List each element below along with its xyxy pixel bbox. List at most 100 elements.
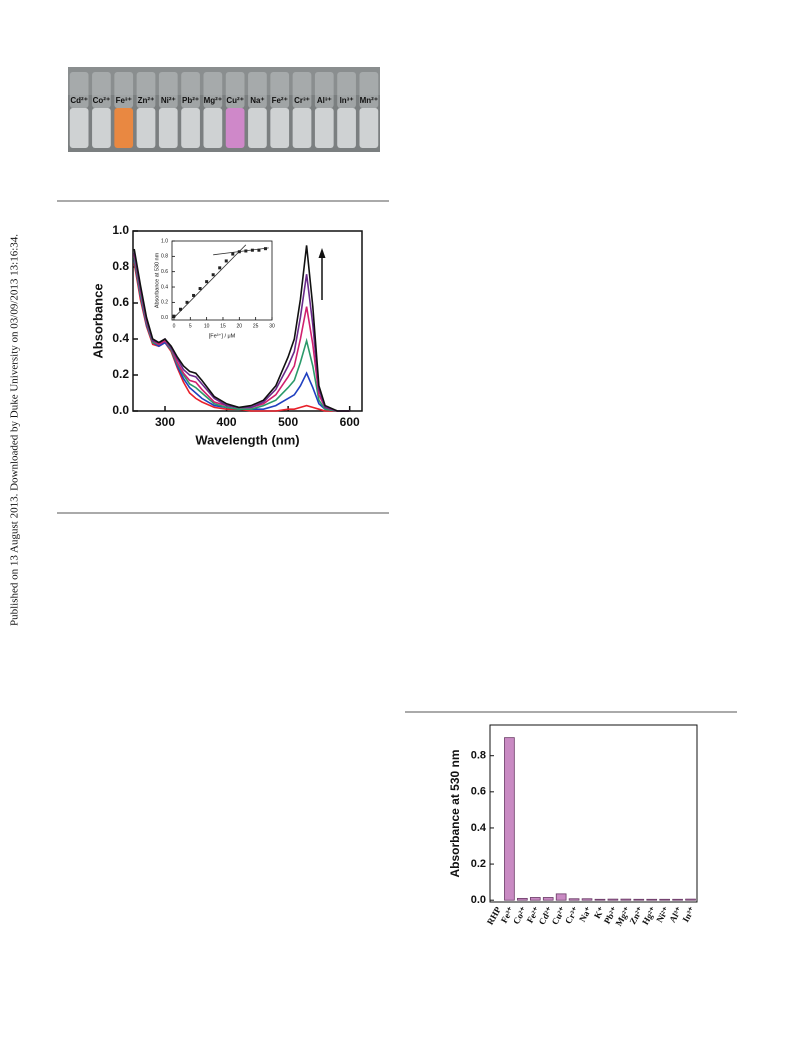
y-tick-label: 0.0 [161,315,168,321]
point [172,314,176,318]
vial [69,108,89,148]
bar [659,898,670,901]
vial [181,108,200,148]
vial-label: Fe²⁺ [272,96,288,105]
vial-glass [92,72,111,108]
inset-bg [172,241,272,320]
x-tick-label: 600 [340,415,360,429]
y-tick-label: 0.8 [161,254,168,260]
vial [114,108,134,148]
y-tick-label: 1.0 [161,238,168,244]
bar [646,898,658,901]
bar [555,893,567,901]
point [205,280,209,284]
vial [92,108,111,148]
x-tick-label: 5 [189,324,192,330]
plot-frame [171,240,273,321]
bar [672,898,683,901]
x-tick-label: 20 [237,324,243,330]
vial-glass [114,72,134,108]
x-tick-label: 30 [269,324,275,330]
vial [203,108,223,148]
vial [337,108,356,148]
point [218,266,222,270]
vial-label: Fe³⁺ [116,96,132,105]
y-tick-label: 0.4 [471,822,487,834]
vial [292,108,312,148]
vial-label: Co²⁺ [93,96,111,105]
vial [248,108,267,148]
vial-glass [203,72,223,108]
bar [581,898,593,901]
vial [270,108,290,148]
bar [594,898,606,901]
side-note: Published on 13 August 2013. Downloaded … [9,234,21,626]
arrow-head [318,248,326,258]
x-tick-label: 500 [278,415,298,429]
y-axis-label: Absorbance [90,283,105,358]
x-tick-label: 300 [155,415,175,429]
x-tick-label: 400 [217,415,237,429]
y-tick-label: 0.6 [112,295,129,309]
vial [136,108,156,148]
vial-label: Cr³⁺ [294,96,310,105]
vial-label: Pb²⁺ [182,96,199,105]
bar [517,897,528,901]
vial-glass [270,72,290,108]
point [263,247,267,251]
point [185,300,189,304]
bar [529,897,541,901]
point [237,250,241,254]
point [257,248,261,252]
x-tick-label: 0 [173,324,176,330]
vial-label: Mg²⁺ [204,96,222,105]
bar [620,898,632,901]
vial-glass [225,72,245,108]
vial-label: Zn²⁺ [138,96,155,105]
vial-label: Cd²⁺ [70,96,88,105]
x-axis-label: [Fe³⁺] / μM [209,333,236,340]
y-tick-label: 0.0 [471,894,486,906]
plot-frame [489,724,698,903]
vial-glass [292,72,312,108]
vial-glass [314,72,334,108]
y-tick-label: 0.8 [112,259,129,273]
vial-label: In³⁺ [340,96,354,105]
vial-label: Al³⁺ [317,96,332,105]
point [250,248,254,252]
x-tick-label: 10 [204,324,210,330]
y-tick-label: 0.6 [161,269,168,275]
point [192,293,196,297]
x-tick-label: 25 [253,324,259,330]
vial-glass [181,72,200,108]
point [198,287,202,291]
point [178,307,182,311]
x-tick-label: In³⁺ [680,905,697,924]
x-tick-label: Ni²⁺ [654,905,671,924]
y-tick-label: 1.0 [112,223,129,237]
y-tick-label: 0.4 [112,331,129,345]
x-tick-label: Al³⁺ [667,905,684,924]
vial-glass [158,72,178,108]
y-tick-label: 0.4 [161,284,168,290]
point [231,252,235,256]
bar [542,897,554,901]
point [224,259,228,263]
vial-label: Ni²⁺ [161,96,176,105]
vial-glass [337,72,356,108]
y-axis-label: Absorbance at 530 nm [154,252,160,308]
vial-glass [359,72,379,108]
x-tick-label: 15 [220,324,226,330]
x-axis-label: Wavelength (nm) [195,432,299,447]
bar [504,737,515,901]
vial [158,108,178,148]
x-tick-label: Na⁺ [577,905,594,924]
bar [568,898,580,901]
point [211,273,215,277]
vial [225,108,245,148]
vial-label: Mn²⁺ [360,96,378,105]
point [244,249,248,253]
vial [314,108,334,148]
bar [633,898,645,901]
bar [685,898,696,901]
